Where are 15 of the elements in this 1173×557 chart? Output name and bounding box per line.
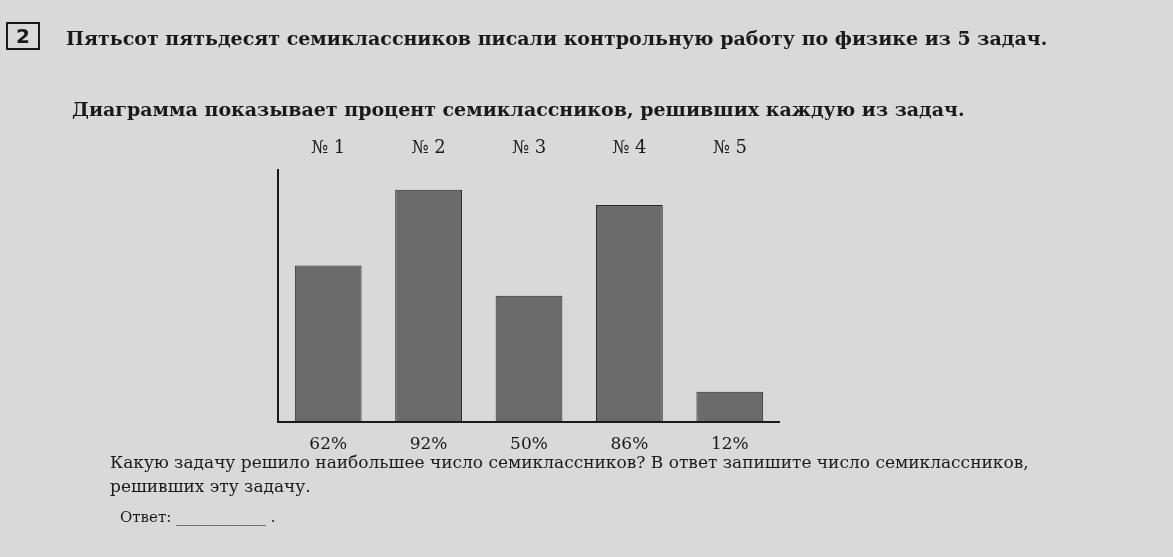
data-label: 86%	[610, 432, 649, 453]
x-tick-label: № 3	[511, 136, 547, 158]
x-tick-label: № 2	[411, 136, 446, 158]
data-label: 62%	[309, 432, 348, 453]
data-label: 50%	[510, 432, 548, 453]
text: 2	[6, 22, 40, 50]
x-tick-label: № 4	[612, 136, 647, 158]
chart-title: Пятьсот пятьдесят семиклассников писали контрольную работу по физике из 5 задач.	[66, 26, 1049, 51]
chart-subtitle: Диаграмма показывает процент семиклассников, решивших каждую из задач.	[72, 98, 965, 120]
data-label: 12%	[710, 432, 749, 453]
text: Ответ: ____________ .	[120, 508, 276, 526]
data-label: 92%	[409, 432, 448, 453]
x-tick-label: № 5	[712, 136, 747, 158]
text: Какую задачу решило наибольшее число семиклассников? В ответ запишите число семиклассников, решивших эту задачу.	[110, 451, 1030, 498]
x-tick-label: № 1	[311, 136, 346, 158]
